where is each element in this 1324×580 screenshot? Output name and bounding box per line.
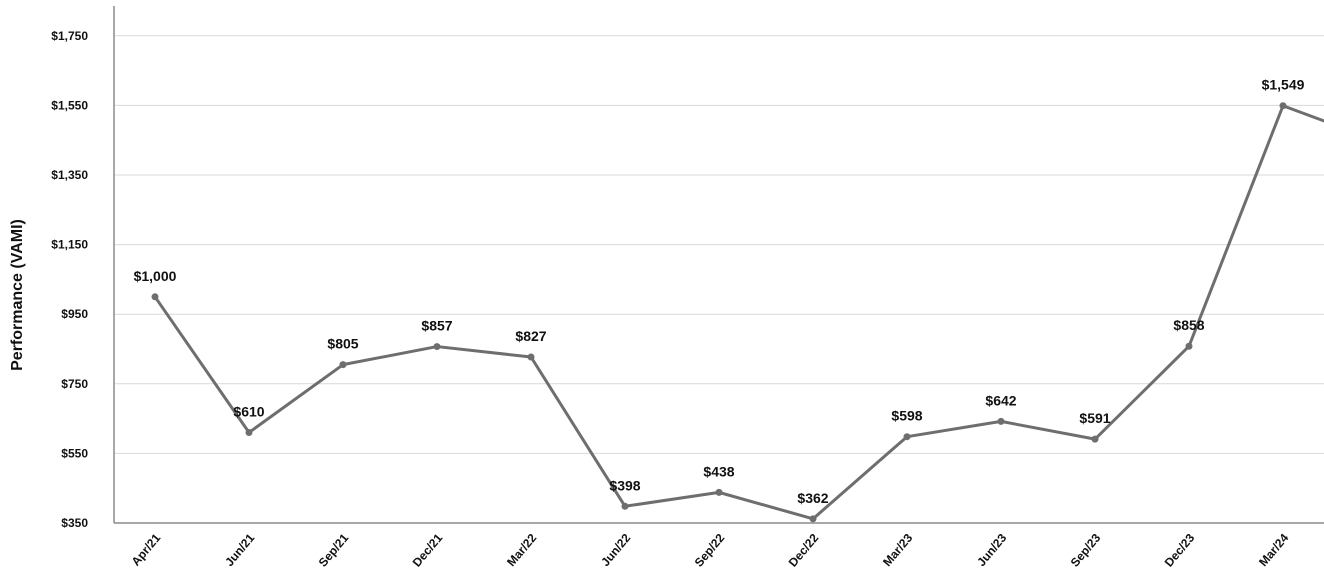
x-tick-label: Dec/23 <box>1162 531 1198 570</box>
x-tick-label: Jun/21 <box>222 531 257 569</box>
y-tick-label: $350 <box>61 516 88 530</box>
data-label: $610 <box>233 404 264 420</box>
data-point <box>151 293 159 301</box>
data-label: $827 <box>515 328 546 344</box>
data-point <box>903 433 911 441</box>
data-label: $398 <box>609 477 640 493</box>
series-line <box>153 104 1324 521</box>
series-points <box>151 102 1287 523</box>
x-tick-label: Sep/21 <box>316 531 352 570</box>
data-label: $591 <box>1079 410 1110 426</box>
y-tick-label: $1,550 <box>51 98 88 112</box>
data-label: $438 <box>703 463 734 479</box>
data-point <box>1185 342 1193 350</box>
data-point <box>245 429 253 437</box>
data-label: $598 <box>891 408 922 424</box>
y-tick-label: $750 <box>61 377 88 391</box>
data-label: $805 <box>327 336 358 352</box>
x-tick-labels: Apr/21 Jun/21 Sep/21 Dec/21 Mar/22 Jun/22 Sep/… <box>129 531 1292 570</box>
data-point <box>809 515 817 523</box>
data-point <box>1279 102 1287 110</box>
x-tick-label: Mar/22 <box>504 531 539 569</box>
data-point <box>997 417 1005 425</box>
data-point <box>527 353 535 361</box>
x-tick-label: Dec/21 <box>410 531 446 570</box>
y-tick-labels: $350 $550 $750 $950 $1,150 $1,350 $1,550 $1,750 <box>51 29 88 530</box>
data-labels: $1,000 $610 $805 $857 $827 $398 $438 $362 $598 $6… <box>134 77 1305 506</box>
data-label: $642 <box>985 392 1016 408</box>
y-tick-label: $1,750 <box>51 29 88 43</box>
x-tick-label: Jun/23 <box>974 531 1009 569</box>
x-tick-label: Sep/22 <box>692 531 728 570</box>
x-tick-label: Mar/24 <box>1256 531 1291 569</box>
data-label: $857 <box>421 318 452 334</box>
x-tick-label: Dec/22 <box>786 531 822 570</box>
series-line-path <box>153 104 1324 521</box>
data-point <box>621 502 629 510</box>
data-point <box>715 488 723 496</box>
data-label: $858 <box>1173 317 1204 333</box>
y-axis-title: Performance (VAMI) <box>9 219 26 371</box>
data-label: $1,549 <box>1262 77 1305 93</box>
axes <box>113 6 1324 524</box>
data-label: $362 <box>797 490 828 506</box>
data-label: $1,000 <box>134 268 177 284</box>
x-tick-label: Jun/22 <box>598 531 633 569</box>
y-tick-label: $1,150 <box>51 238 88 252</box>
x-tick-label: Sep/23 <box>1068 531 1104 570</box>
data-point <box>433 343 441 351</box>
data-point <box>339 361 347 369</box>
x-tick-label: Mar/23 <box>880 531 915 569</box>
data-point <box>1091 435 1099 443</box>
y-tick-label: $550 <box>61 446 88 460</box>
x-tick-label: Apr/21 <box>129 531 164 569</box>
y-tick-label: $950 <box>61 307 88 321</box>
y-tick-label: $1,350 <box>51 168 88 182</box>
